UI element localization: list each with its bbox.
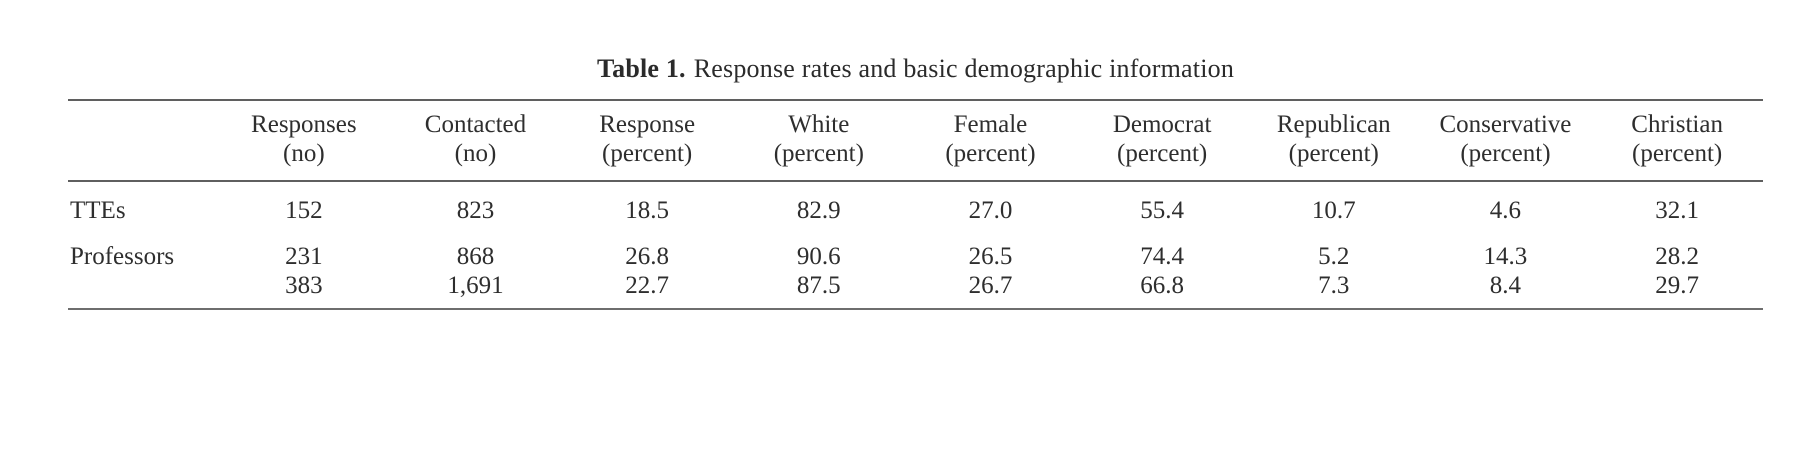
cell-prof-democrat: 74.4: [1140, 243, 1184, 270]
cell-total-contacted: 1,691: [389, 269, 562, 310]
header-responses-label: Responses: [251, 111, 357, 138]
row-total-label: [68, 269, 218, 310]
cell-total-response-pct: 22.7: [561, 269, 733, 310]
header-democrat-unit: (percent): [1117, 140, 1208, 167]
header-contacted: Contacted (no): [389, 100, 562, 182]
header-conservative: Conservative (percent): [1419, 100, 1592, 182]
header-response-rate: Response (percent): [561, 100, 733, 182]
header-republican: Republican (percent): [1247, 100, 1420, 182]
header-female-unit: (percent): [945, 140, 1036, 167]
cell-ttes-response-pct: 18.5: [625, 197, 670, 224]
header-empty: [68, 100, 218, 182]
header-contacted-label: Contacted: [424, 111, 527, 138]
row-ttes: TTEs 152 823 18.5 82.9 27.0 55.4 10.7 4.…: [68, 181, 1763, 234]
cell-prof-christian: 28.2: [1655, 243, 1699, 270]
header-republican-unit: (percent): [1288, 140, 1379, 167]
cell-prof-responses: 231: [285, 243, 323, 270]
demographics-table: Responses (no) Contacted (no) Response (…: [68, 99, 1763, 310]
header-white-label: White: [788, 111, 850, 138]
table-title: Table 1. Response rates and basic demogra…: [68, 54, 1763, 84]
cell-prof-republican: 5.2: [1318, 243, 1350, 270]
table-caption: Response rates and basic demographic inf…: [693, 54, 1235, 83]
header-contacted-unit: (no): [454, 140, 497, 167]
cell-prof-white: 90.6: [796, 243, 841, 270]
cell-ttes-responses: 152: [285, 197, 323, 224]
header-row: Responses (no) Contacted (no) Response (…: [68, 100, 1763, 182]
header-conservative-label: Conservative: [1439, 111, 1572, 138]
cell-total-responses: 383: [218, 269, 390, 310]
cell-ttes-white: 82.9: [796, 197, 841, 224]
row-professors: Professors 231 868 26.8 90.6 26.5 74.4 5…: [68, 234, 1763, 269]
header-christian-label: Christian: [1631, 111, 1723, 138]
header-response-rate-label: Response: [599, 111, 696, 138]
cell-ttes-conservative: 4.6: [1489, 197, 1522, 224]
header-responses-unit: (no): [283, 140, 325, 167]
header-female-label: Female: [953, 111, 1028, 138]
header-christian: Christian (percent): [1591, 100, 1763, 182]
cell-total-christian: 29.7: [1591, 269, 1763, 310]
header-democrat-label: Democrat: [1112, 111, 1212, 138]
row-total: 383 1,691 22.7 87.5 26.7 66.8 7.3 8.4 29…: [68, 269, 1763, 310]
cell-ttes-contacted: 823: [456, 197, 495, 224]
cell-total-republican: 7.3: [1247, 269, 1420, 310]
cell-prof-contacted: 868: [456, 243, 495, 270]
header-conservative-unit: (percent): [1460, 140, 1551, 167]
header-republican-label: Republican: [1276, 111, 1391, 138]
table-number: Table 1.: [596, 54, 686, 83]
cell-total-white: 87.5: [732, 269, 905, 310]
header-white: White (percent): [732, 100, 905, 182]
cell-total-democrat: 66.8: [1076, 269, 1248, 310]
header-democrat: Democrat (percent): [1076, 100, 1248, 182]
row-ttes-label: TTEs: [70, 197, 126, 224]
header-female: Female (percent): [904, 100, 1077, 182]
cell-ttes-democrat: 55.4: [1140, 197, 1184, 224]
cell-prof-response-pct: 26.8: [625, 243, 670, 270]
cell-total-female: 26.7: [904, 269, 1077, 310]
header-white-unit: (percent): [773, 140, 864, 167]
cell-ttes-republican: 10.7: [1311, 197, 1356, 224]
cell-total-conservative: 8.4: [1419, 269, 1592, 310]
header-responses: Responses (no): [218, 100, 390, 182]
row-professors-label: Professors: [70, 243, 175, 270]
header-response-rate-unit: (percent): [602, 140, 693, 167]
cell-ttes-female: 27.0: [968, 197, 1013, 224]
cell-prof-female: 26.5: [968, 243, 1013, 270]
header-christian-unit: (percent): [1632, 140, 1723, 167]
cell-ttes-christian: 32.1: [1655, 197, 1699, 224]
cell-prof-conservative: 14.3: [1483, 243, 1528, 270]
